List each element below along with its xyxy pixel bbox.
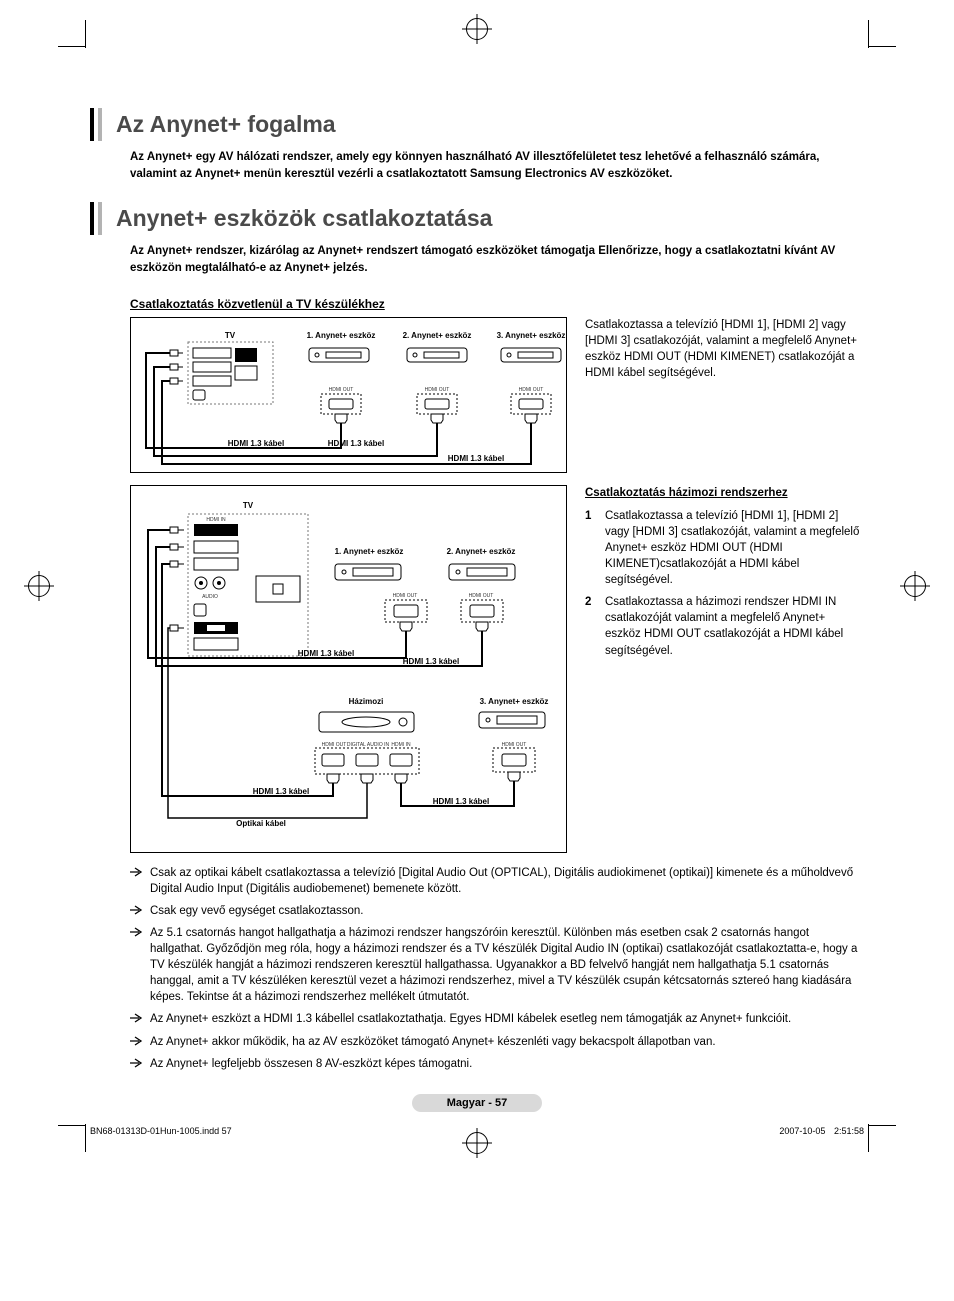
svg-text:HDMI 1.3 kábel: HDMI 1.3 kábel — [328, 439, 384, 448]
list-number: 1 — [585, 508, 605, 588]
svg-text:HDMI OUT: HDMI OUT — [469, 593, 494, 599]
svg-text:1. Anynet+ eszköz: 1. Anynet+ eszköz — [307, 331, 376, 340]
svg-text:Házimozi: Házimozi — [349, 697, 384, 706]
arrow-icon — [130, 1036, 144, 1046]
list-item: Csak egy vevő egységet csatlakoztasson. — [130, 903, 864, 919]
arrow-icon — [130, 927, 144, 937]
svg-text:HDMI OUT: HDMI OUT — [425, 387, 450, 393]
list-item: Az Anynet+ legfeljebb összesen 8 AV-eszk… — [130, 1056, 864, 1072]
bullet-text: Az 5.1 csatornás hangot hallgathatja a h… — [150, 925, 864, 1005]
svg-text:HDMI OUT: HDMI OUT — [322, 742, 347, 748]
svg-text:Optikai kábel: Optikai kábel — [236, 819, 286, 828]
section1-title: Az Anynet+ fogalma — [116, 108, 336, 141]
svg-text:HDMI 1.3 kábel: HDMI 1.3 kábel — [403, 657, 459, 666]
bullet-text: Az Anynet+ eszközt a HDMI 1.3 kábellel c… — [150, 1011, 864, 1027]
heading-bar-dark — [90, 202, 94, 235]
list-text: Csatlakoztassa a házimozi rendszer HDMI … — [605, 594, 864, 658]
page-number: Magyar - 57 — [412, 1094, 542, 1112]
diagram2-side-text: Csatlakoztatás házimozi rendszerhez 1Csa… — [585, 485, 864, 853]
heading-bar-light — [98, 202, 102, 235]
device1: 1. Anynet+ eszköz HDMI OUT — [307, 331, 376, 423]
bullet-list: Csak az optikai kábelt csatlakoztassa a … — [130, 865, 864, 1072]
list-item: Az Anynet+ eszközt a HDMI 1.3 kábellel c… — [130, 1011, 864, 1027]
section-heading: Anynet+ eszközök csatlakoztatása — [90, 202, 864, 235]
svg-text:2. Anynet+ eszköz: 2. Anynet+ eszköz — [403, 331, 472, 340]
side2-list: 1Csatlakoztassa a televízió [HDMI 1], [H… — [585, 508, 864, 659]
list-item: 2Csatlakoztassa a házimozi rendszer HDMI… — [585, 594, 864, 658]
footer-left: BN68-01313D-01Hun-1005.indd 57 — [90, 1126, 232, 1136]
list-text: Csatlakoztassa a televízió [HDMI 1], [HD… — [605, 508, 864, 588]
svg-text:HDMI IN: HDMI IN — [391, 742, 411, 748]
diagram1-row: TV 1. Anynet+ eszköz HDMI OUT — [130, 317, 864, 473]
arrow-icon — [130, 905, 144, 915]
section2-title: Anynet+ eszközök csatlakoztatása — [116, 202, 492, 235]
heading-bar-dark — [90, 108, 94, 141]
bullet-text: Csak egy vevő egységet csatlakoztasson. — [150, 903, 864, 919]
bullet-text: Csak az optikai kábelt csatlakoztassa a … — [150, 865, 864, 897]
svg-text:3. Anynet+ eszköz: 3. Anynet+ eszköz — [480, 697, 549, 706]
svg-text:1. Anynet+ eszköz: 1. Anynet+ eszköz — [335, 547, 404, 556]
list-item: 1Csatlakoztassa a televízió [HDMI 1], [H… — [585, 508, 864, 588]
svg-text:3. Anynet+ eszköz: 3. Anynet+ eszköz — [497, 331, 566, 340]
list-item: Az 5.1 csatornás hangot hallgathatja a h… — [130, 925, 864, 1005]
list-number: 2 — [585, 594, 605, 658]
svg-text:HDMI 1.3 kábel: HDMI 1.3 kábel — [298, 649, 354, 658]
section-heading: Az Anynet+ fogalma — [90, 108, 864, 141]
device3: 3. Anynet+ eszköz HDMI OUT — [497, 331, 566, 423]
bullet-text: Az Anynet+ akkor működik, ha az AV eszkö… — [150, 1034, 864, 1050]
diagram2-svg: TV HDMI IN AUDIO 1. Anynet+ e — [131, 486, 566, 852]
svg-text:2. Anynet+ eszköz: 2. Anynet+ eszköz — [447, 547, 516, 556]
footer: BN68-01313D-01Hun-1005.indd 57 2007-10-0… — [90, 1126, 864, 1136]
diagram1-box: TV 1. Anynet+ eszköz HDMI OUT — [130, 317, 567, 473]
sub1-heading: Csatlakoztatás közvetlenül a TV készülék… — [130, 297, 864, 311]
list-item: Csak az optikai kábelt csatlakoztassa a … — [130, 865, 864, 897]
section1-intro: Az Anynet+ egy AV hálózati rendszer, ame… — [130, 149, 864, 182]
d2-device1: 1. Anynet+ eszköz HDMI OUT — [335, 547, 427, 631]
heading-bar-light — [98, 108, 102, 141]
section2-intro: Az Anynet+ rendszer, kizárólag az Anynet… — [130, 243, 864, 276]
footer-right: 2007-10-05 2:51:58 — [779, 1126, 864, 1136]
svg-text:HDMI OUT: HDMI OUT — [502, 742, 527, 748]
d2-device2: 2. Anynet+ eszköz HDMI OUT — [447, 547, 516, 631]
bullet-text: Az Anynet+ legfeljebb összesen 8 AV-eszk… — [150, 1056, 864, 1072]
list-item: Az Anynet+ akkor működik, ha az AV eszkö… — [130, 1034, 864, 1050]
diagram1-side-text: Csatlakoztassa a televízió [HDMI 1], [HD… — [585, 317, 864, 473]
svg-text:HDMI OUT: HDMI OUT — [519, 387, 544, 393]
arrow-icon — [130, 867, 144, 877]
svg-text:HDMI 1.3 kábel: HDMI 1.3 kábel — [448, 454, 504, 463]
page-content: Az Anynet+ fogalma Az Anynet+ egy AV hál… — [0, 0, 954, 1172]
arrow-icon — [130, 1013, 144, 1023]
svg-text:HDMI IN: HDMI IN — [206, 517, 226, 523]
tv-label: TV — [243, 501, 254, 510]
svg-text:HDMI 1.3 kábel: HDMI 1.3 kábel — [253, 787, 309, 796]
arrow-icon — [130, 1058, 144, 1068]
svg-text:HDMI OUT: HDMI OUT — [393, 593, 418, 599]
svg-text:DIGITAL AUDIO IN: DIGITAL AUDIO IN — [347, 742, 390, 748]
diagram1-svg: TV 1. Anynet+ eszköz HDMI OUT — [131, 318, 566, 472]
svg-text:HDMI OUT: HDMI OUT — [329, 387, 354, 393]
tv-label: TV — [225, 331, 236, 340]
diagram2-row: TV HDMI IN AUDIO 1. Anynet+ e — [130, 485, 864, 853]
svg-text:HDMI 1.3 kábel: HDMI 1.3 kábel — [228, 439, 284, 448]
side2-heading: Csatlakoztatás házimozi rendszerhez — [585, 485, 864, 501]
svg-text:HDMI 1.3 kábel: HDMI 1.3 kábel — [433, 797, 489, 806]
diagram2-box: TV HDMI IN AUDIO 1. Anynet+ e — [130, 485, 567, 853]
svg-text:AUDIO: AUDIO — [202, 594, 218, 600]
device2: 2. Anynet+ eszköz HDMI OUT — [403, 331, 472, 423]
